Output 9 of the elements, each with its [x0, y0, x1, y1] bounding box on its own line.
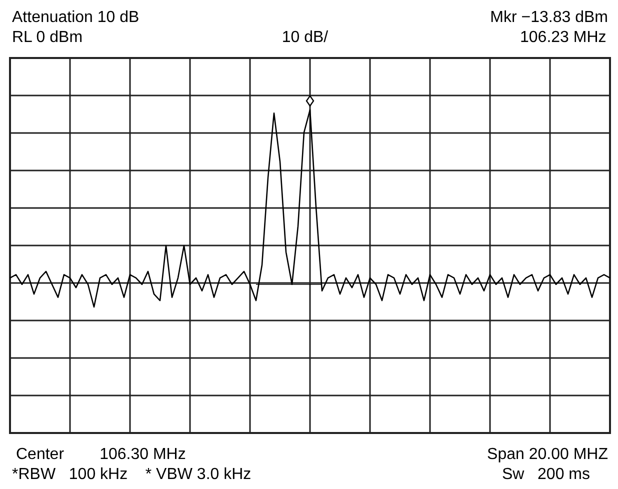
text: Sw 200 ms [502, 466, 590, 483]
text: Mkr −13.83 dBm [490, 9, 608, 26]
text: RL 0 dBm [12, 29, 83, 46]
text: Center 106.30 MHz [16, 446, 186, 463]
text: Attenuation 10 dB [12, 9, 140, 26]
text: *RBW 100 kHz * VBW 3.0 kHz [12, 466, 252, 483]
text: 106.23 MHz [520, 29, 606, 46]
text: 10 dB/ [282, 29, 329, 46]
text: Span 20.00 MHZ [487, 446, 608, 463]
